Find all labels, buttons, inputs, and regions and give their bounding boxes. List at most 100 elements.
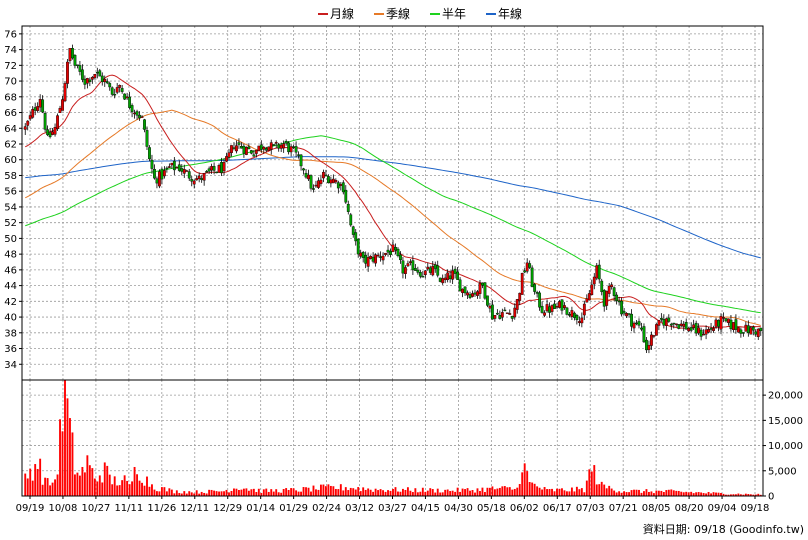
volume-bar [292, 488, 295, 496]
volume-tick-label: 15,000 [768, 416, 803, 427]
candle [640, 322, 643, 332]
volume-bar [561, 488, 563, 496]
candle [150, 154, 154, 174]
candle [155, 176, 159, 189]
volume-bar [516, 487, 519, 496]
volume-bar [429, 488, 432, 496]
candle [632, 321, 636, 333]
volume-bar [61, 431, 64, 496]
candle [172, 157, 176, 176]
volume-bar [123, 475, 126, 496]
candle-body [68, 48, 72, 61]
date-tick-label: 07/21 [609, 503, 638, 514]
volume-bar [155, 491, 158, 496]
candle-body [396, 248, 400, 257]
candle-body [471, 293, 474, 297]
candle-body [428, 267, 432, 273]
volume-bar [543, 487, 546, 496]
volume-bar [394, 487, 397, 496]
volume-bar [230, 491, 233, 496]
candle-body [354, 232, 358, 242]
volume-bar [414, 488, 417, 496]
candle [394, 243, 397, 255]
volume-bar [223, 491, 225, 496]
candle-body [707, 329, 710, 333]
legend-label: 月線 [330, 6, 354, 21]
candle [384, 252, 387, 257]
candle [495, 309, 499, 315]
volume-bar [312, 485, 315, 496]
candle [555, 303, 559, 310]
volume-bar [727, 494, 730, 496]
volume-bar [722, 493, 725, 496]
candle-body [381, 255, 385, 261]
candle-body [71, 48, 74, 59]
candle-body [545, 304, 549, 312]
candle-body [103, 78, 107, 83]
candle-body [443, 277, 447, 281]
candle-body [587, 293, 591, 301]
candle [396, 247, 400, 258]
candle-body [620, 300, 624, 315]
candle-body [744, 324, 748, 332]
volume-bar [113, 476, 116, 496]
candle [113, 88, 117, 99]
candle-body [252, 154, 256, 157]
candle [652, 334, 656, 339]
candle [192, 179, 196, 189]
candle-body [123, 93, 127, 100]
volume-tick-label: 20,000 [768, 391, 803, 402]
candle [751, 325, 755, 336]
volume-bar [183, 491, 186, 496]
volume-bar [660, 490, 663, 496]
candle-body [66, 61, 69, 84]
candle-body [473, 292, 477, 295]
candle-body [207, 168, 211, 172]
candle-body [130, 105, 134, 112]
candle-body [95, 71, 99, 74]
candle [51, 127, 54, 136]
candle [252, 150, 256, 157]
candle [56, 113, 59, 132]
price-tick-label: 46 [4, 265, 17, 276]
candle [317, 177, 320, 190]
volume-bar [625, 492, 628, 496]
candle-body [423, 270, 427, 276]
candle [587, 290, 591, 301]
candle [530, 265, 534, 288]
volume-bar [389, 490, 392, 496]
candle-body [190, 179, 194, 182]
candle-body [463, 286, 467, 294]
volume-bar [568, 491, 571, 496]
candle-body [143, 119, 146, 130]
candle [572, 311, 576, 321]
date-tick-label: 08/05 [642, 503, 671, 514]
candle [418, 269, 422, 279]
volume-bar [754, 494, 757, 496]
candle [235, 140, 238, 154]
volume-bar [374, 488, 377, 496]
volume-bar [108, 474, 111, 496]
price-tick-label: 48 [4, 250, 17, 261]
candle [68, 48, 72, 64]
candle [292, 144, 296, 150]
candle-body [580, 317, 584, 324]
volume-bar [347, 490, 350, 496]
volume-bar [419, 491, 422, 496]
volume-bar [225, 489, 228, 496]
candle-body [712, 328, 715, 331]
candle [513, 303, 517, 320]
volume-bar [143, 485, 146, 496]
candle-body [220, 162, 223, 173]
candle [575, 313, 579, 325]
candle-body [38, 99, 42, 108]
volume-bar [700, 492, 703, 496]
candle-body [635, 322, 638, 325]
candle-body [309, 175, 313, 189]
candle [66, 59, 69, 89]
date-tick-label: 08/20 [675, 503, 704, 514]
candle-body [401, 260, 405, 274]
price-tick-label: 44 [4, 281, 17, 292]
candle [413, 264, 417, 271]
candle [697, 323, 701, 336]
